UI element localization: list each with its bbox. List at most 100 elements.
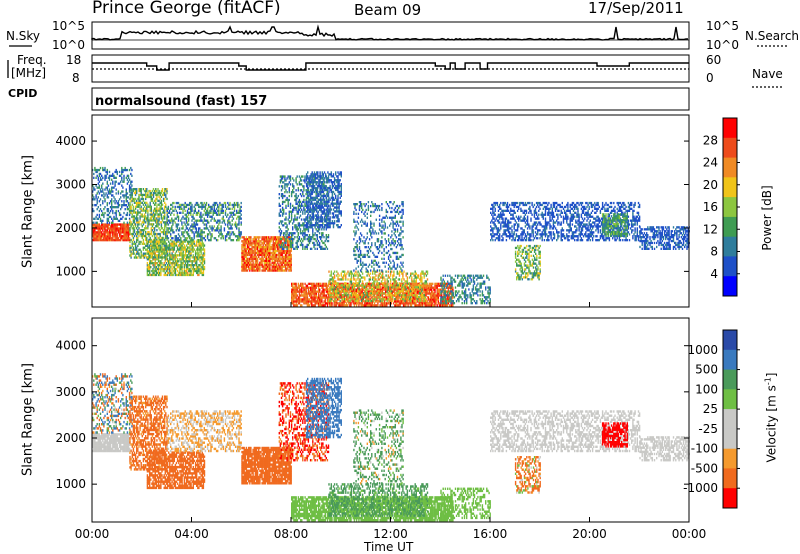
power-cell — [127, 235, 130, 238]
power-cell — [187, 235, 190, 238]
power-cell — [137, 238, 139, 242]
power-cell — [196, 269, 198, 273]
power-cell — [279, 240, 281, 243]
power-cell — [112, 229, 114, 232]
power-cell — [344, 284, 347, 287]
power-cell — [123, 196, 125, 199]
power-cell — [197, 269, 199, 273]
power-cell — [294, 282, 296, 285]
power-cell — [202, 267, 205, 271]
power-cell — [108, 237, 111, 240]
power-cell — [318, 181, 320, 184]
power-cell — [199, 235, 201, 238]
power-cell — [173, 209, 175, 212]
power-cell — [121, 223, 123, 226]
power-cell — [130, 196, 132, 199]
power-cell — [103, 168, 105, 172]
power-cell — [157, 250, 160, 253]
power-cell — [104, 198, 106, 201]
power-cell — [164, 225, 166, 228]
power-cell — [278, 238, 280, 241]
power-cell — [260, 251, 262, 255]
power-cell — [313, 186, 316, 190]
power-cell — [329, 296, 331, 299]
power-cell — [250, 263, 252, 266]
power-cell — [198, 269, 200, 273]
power-cell — [348, 298, 350, 301]
power-cell — [182, 227, 184, 230]
power-cell — [272, 253, 274, 257]
power-cell — [294, 286, 296, 289]
power-cell — [149, 205, 151, 208]
power-cell — [191, 237, 193, 240]
power-cell — [243, 257, 245, 260]
power-cell — [333, 183, 336, 186]
power-cell — [319, 198, 321, 201]
power-cell — [237, 205, 239, 209]
power-cell — [327, 284, 330, 287]
power-cell — [289, 269, 291, 272]
power-cell — [97, 217, 99, 220]
power-cell — [296, 286, 298, 289]
power-cell — [128, 168, 131, 172]
power-cell — [320, 304, 322, 307]
power-cell — [290, 269, 292, 272]
power-cell — [320, 245, 322, 249]
power-cell — [262, 242, 264, 245]
power-cell — [131, 188, 133, 191]
power-cell — [292, 302, 294, 305]
power-cell — [123, 176, 125, 179]
power-cell — [115, 227, 117, 230]
power-cell — [161, 258, 163, 261]
power-cell — [114, 225, 116, 228]
power-cell — [274, 251, 277, 255]
power-cell — [352, 296, 354, 299]
power-cell — [184, 205, 186, 209]
power-cell — [185, 264, 188, 267]
power-cell — [311, 284, 313, 287]
power-cell — [308, 239, 311, 243]
power-cell — [136, 240, 138, 244]
power-cell — [329, 198, 331, 201]
power-cell — [273, 269, 276, 272]
power-cell — [180, 205, 182, 209]
power-cell — [170, 227, 172, 230]
power-cell — [278, 263, 280, 266]
power-cell — [113, 239, 115, 242]
power-cell — [287, 240, 289, 243]
power-cell — [155, 269, 158, 273]
power-cell — [289, 251, 291, 255]
power-cell — [310, 173, 312, 176]
power-cell — [121, 225, 123, 228]
power-cell — [315, 282, 317, 285]
power-cell — [107, 227, 110, 230]
power-cell — [197, 266, 199, 269]
power-cell — [134, 254, 137, 257]
power-cell — [326, 298, 329, 301]
power-cell — [101, 178, 103, 181]
power-cell — [311, 210, 313, 213]
power-cell — [195, 231, 198, 234]
power-cell — [242, 246, 244, 249]
power-cell — [134, 256, 137, 259]
power-cell — [151, 197, 154, 201]
power-cell — [150, 223, 152, 226]
power-cell — [95, 168, 97, 172]
power-cell — [145, 248, 147, 251]
power-cell — [314, 294, 316, 297]
power-cell — [108, 192, 111, 195]
power-cell — [309, 192, 311, 196]
power-cell — [200, 242, 202, 245]
power-cell — [302, 239, 304, 243]
power-cell — [274, 259, 277, 262]
power-cell — [250, 244, 252, 247]
power-cell — [297, 239, 299, 243]
power-cell — [318, 204, 321, 207]
power-cell — [290, 249, 292, 253]
power-cell — [271, 238, 273, 241]
power-cell — [320, 206, 322, 209]
power-cell — [192, 242, 194, 245]
power-cell — [298, 200, 301, 204]
power-cell — [334, 304, 337, 307]
power-cell — [157, 254, 160, 257]
